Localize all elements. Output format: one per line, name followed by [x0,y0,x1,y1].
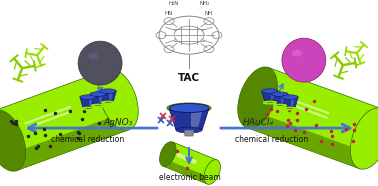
Polygon shape [246,68,378,169]
Text: NH₂: NH₂ [200,1,210,6]
Text: TAC: TAC [178,73,200,83]
Polygon shape [109,91,113,102]
Text: electronic beam: electronic beam [159,172,221,182]
Ellipse shape [0,110,26,171]
Ellipse shape [238,67,277,128]
Polygon shape [11,113,129,171]
Polygon shape [89,97,93,108]
Text: HAuCl₄: HAuCl₄ [242,118,273,126]
Ellipse shape [292,50,302,57]
Ellipse shape [285,106,295,109]
Ellipse shape [350,108,378,169]
Ellipse shape [93,103,103,106]
Polygon shape [191,108,203,130]
Polygon shape [169,108,209,130]
Polygon shape [272,94,288,105]
Polygon shape [90,94,106,105]
Polygon shape [281,94,285,105]
Ellipse shape [83,106,93,109]
Polygon shape [282,97,298,108]
Ellipse shape [169,104,209,113]
Circle shape [78,41,122,85]
Ellipse shape [160,142,176,166]
Ellipse shape [100,89,116,93]
Polygon shape [184,130,194,136]
Polygon shape [163,142,217,184]
Polygon shape [262,91,278,102]
Ellipse shape [167,103,211,113]
Ellipse shape [99,69,138,130]
Text: H₂N: H₂N [169,1,179,6]
Text: chemical reduction: chemical reduction [51,134,125,144]
Text: chemical reduction: chemical reduction [235,134,308,144]
Ellipse shape [204,160,220,184]
Ellipse shape [88,53,98,60]
Ellipse shape [176,127,202,133]
Polygon shape [99,94,103,105]
Polygon shape [0,70,129,171]
Polygon shape [100,91,116,102]
Polygon shape [291,97,295,108]
Ellipse shape [80,95,96,99]
Polygon shape [246,111,366,169]
Text: AgNO₃: AgNO₃ [104,118,133,126]
Polygon shape [271,91,275,102]
Polygon shape [163,159,210,184]
Ellipse shape [275,103,285,106]
Ellipse shape [103,100,113,103]
Polygon shape [80,97,96,108]
Circle shape [282,38,326,82]
Text: HN: HN [165,11,173,16]
Ellipse shape [265,100,275,103]
Ellipse shape [282,95,298,99]
Ellipse shape [272,92,288,96]
Ellipse shape [262,89,278,93]
Text: NH: NH [205,11,213,16]
Ellipse shape [90,92,106,96]
